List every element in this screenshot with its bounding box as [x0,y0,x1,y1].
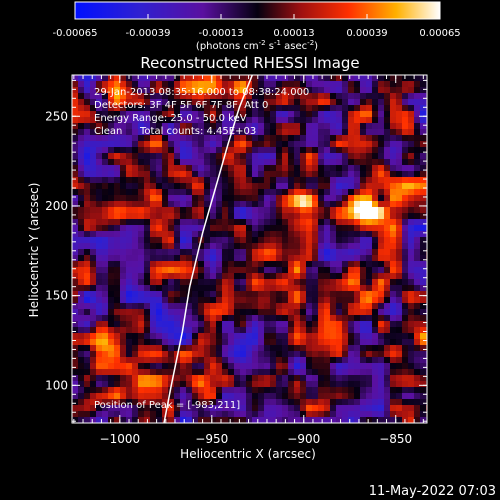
y-tick-label: 100 [45,378,68,392]
x-axis-label: Heliocentric X (arcsec) [180,447,316,461]
footer-timestamp: 11-May-2022 07:03 [369,484,496,499]
peak-position-label: Position of Peak = [-983,211] [94,400,240,411]
annotation-line: Detectors: 3F 4F 5F 6F 7F 8F, Att 0 [94,100,268,111]
colorbar-tick-label: -0.00013 [199,28,244,39]
annotation-line: Clean [94,126,122,137]
x-tick-label: −850 [379,432,412,446]
annotation-line: Energy Range: 25.0 - 50.0 keV [94,113,247,124]
colorbar-tick-label: 0.00039 [346,28,387,39]
solar-limb-curve [163,75,253,423]
colorbar-tick-label: 0.00065 [419,28,460,39]
y-tick-label: 250 [45,109,68,123]
x-tick-label: −1000 [100,432,141,446]
annotation-line: Total counts: 4.45E+03 [139,126,256,137]
plot-frame [71,74,428,424]
colorbar-tick-label: -0.00065 [53,28,98,39]
colorbar-tick-label: 0.00013 [273,28,314,39]
colorbar-tick-label: -0.00039 [126,28,171,39]
colorbar-ticks [74,14,441,19]
x-tick-label: −900 [287,432,320,446]
y-tick-label: 200 [45,199,68,213]
axis-ticks [72,75,427,423]
chart-title: Reconstructed RHESSI Image [140,54,359,72]
colorbar-units: (photons cm-2 s-1 asec-2) [196,39,318,52]
annotation-line: 29-Jan-2013 08:35:16.000 to 08:38:24.000 [94,87,309,98]
colorbar [74,1,441,20]
y-axis-label: Heliocentric Y (arcsec) [27,183,41,318]
x-tick-label: −950 [195,432,228,446]
y-tick-label: 150 [45,289,68,303]
